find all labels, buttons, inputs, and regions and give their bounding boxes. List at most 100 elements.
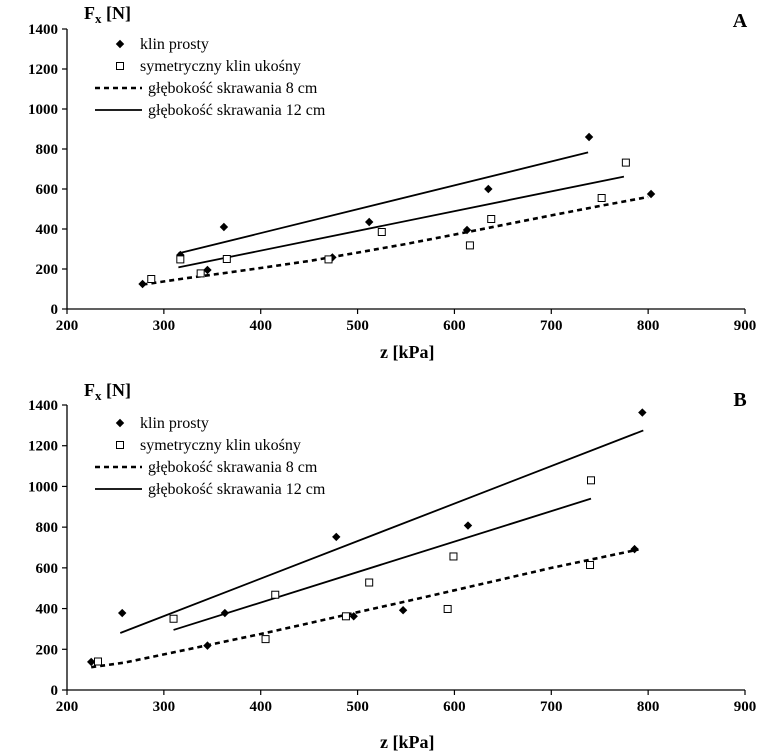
legend-symbol-diamond <box>115 418 125 428</box>
x-tick-label: 700 <box>540 318 563 334</box>
data-point-klin-prosty <box>630 544 639 554</box>
y-axis-title-main: F <box>84 380 95 400</box>
y-tick-label: 400 <box>36 602 59 618</box>
panel-label: B <box>733 389 746 411</box>
data-point-symetryczny-klin <box>222 255 231 263</box>
legend-label: głębokość skrawania 12 cm <box>148 481 326 498</box>
y-tick-label: 600 <box>36 561 59 577</box>
trendline-solid-0 <box>178 151 589 255</box>
y-tick-label: 1200 <box>28 439 58 455</box>
y-axis-title: Fx [N] <box>84 3 131 26</box>
legend: klin prosty symetryczny klin ukośny głębok… <box>95 415 326 498</box>
x-tick-label: 400 <box>249 318 272 334</box>
x-tick-label: 300 <box>153 318 176 334</box>
data-point-symetryczny-klin <box>271 590 280 599</box>
data-point-symetryczny-klin <box>176 255 185 264</box>
y-tick-label: 800 <box>36 520 59 536</box>
data-point-symetryczny-klin <box>341 612 350 621</box>
data-point-klin-prosty <box>349 612 358 621</box>
x-tick-label: 300 <box>153 699 176 715</box>
x-tick-label: 900 <box>734 699 757 715</box>
y-axis-title-main: F <box>84 3 95 23</box>
data-point-symetryczny-klin <box>365 578 374 587</box>
x-tick-label: 800 <box>637 699 660 715</box>
y-axis-title-unit: [N] <box>102 3 132 23</box>
data-point-symetryczny-klin <box>621 158 630 167</box>
y-axis-title: Fx [N] <box>84 380 131 403</box>
data-point-symetryczny-klin <box>93 657 102 666</box>
legend-label: głębokość skrawania 8 cm <box>148 459 318 476</box>
data-point-symetryczny-klin <box>443 604 452 613</box>
x-tick-label: 800 <box>637 318 660 334</box>
y-axis-title-sub: x <box>95 11 102 26</box>
data-point-klin-prosty <box>203 265 212 275</box>
data-point-symetryczny-klin <box>261 635 270 644</box>
data-point-klin-prosty <box>220 608 230 618</box>
y-tick-label: 1000 <box>28 479 58 495</box>
y-tick-label: 1200 <box>28 62 58 78</box>
trendline-solid-0 <box>119 429 644 634</box>
y-tick-label: 800 <box>36 142 59 158</box>
x-axis-title: z [kPa] <box>380 342 434 362</box>
legend-symbol-diamond <box>115 39 125 49</box>
legend-label: klin prosty <box>140 415 209 432</box>
data-point-klin-prosty <box>463 521 473 530</box>
legend-symbol-square <box>116 441 124 449</box>
data-point-klin-prosty <box>138 279 147 289</box>
data-point-symetryczny-klin <box>324 255 333 264</box>
data-point-klin-prosty <box>584 132 594 142</box>
y-axis-title-sub: x <box>95 388 102 403</box>
panel-label: A <box>733 10 748 32</box>
data-point-symetryczny-klin <box>597 194 606 202</box>
data-point-symetryczny-klin <box>377 228 386 236</box>
y-tick-label: 0 <box>51 683 59 699</box>
data-point-klin-prosty <box>638 408 647 417</box>
x-tick-label: 500 <box>346 318 369 334</box>
data-point-klin-prosty <box>398 606 408 615</box>
y-tick-label: 1400 <box>28 398 58 414</box>
data-point-symetryczny-klin <box>487 215 496 223</box>
trendline-solid-1 <box>173 497 592 631</box>
legend-label: głębokość skrawania 12 cm <box>148 102 326 119</box>
x-tick-label: 600 <box>443 699 466 715</box>
data-point-klin-prosty <box>484 184 493 194</box>
y-tick-label: 200 <box>36 262 59 278</box>
y-tick-label: 0 <box>51 302 59 318</box>
data-point-symetryczny-klin <box>465 241 474 250</box>
y-tick-label: 600 <box>36 182 59 198</box>
data-point-klin-prosty <box>364 217 374 227</box>
legend: klin prosty symetryczny klin ukośny głębok… <box>95 36 326 119</box>
data-point-symetryczny-klin <box>586 561 595 570</box>
x-tick-label: 900 <box>734 318 757 334</box>
trendline-dashed <box>142 195 649 286</box>
data-point-symetryczny-klin <box>586 476 595 485</box>
data-point-klin-prosty <box>203 641 212 650</box>
data-point-klin-prosty <box>118 608 127 618</box>
data-point-symetryczny-klin <box>169 614 178 623</box>
x-tick-label: 200 <box>56 699 79 715</box>
y-tick-label: 200 <box>36 642 59 658</box>
trendline-dashed <box>91 548 639 669</box>
data-point-klin-prosty <box>219 222 229 232</box>
data-point-klin-prosty <box>462 225 472 235</box>
x-tick-label: 500 <box>346 699 369 715</box>
data-point-symetryczny-klin <box>449 552 458 561</box>
legend-label: klin prosty <box>140 36 209 53</box>
y-tick-label: 400 <box>36 222 59 238</box>
x-tick-label: 600 <box>443 318 466 334</box>
x-tick-label: 400 <box>249 699 272 715</box>
y-tick-label: 1000 <box>28 102 58 118</box>
trendline-solid-1 <box>178 175 625 269</box>
legend-symbol-square <box>116 62 124 70</box>
x-tick-label: 200 <box>56 318 79 334</box>
data-point-klin-prosty <box>87 657 96 667</box>
data-point-klin-prosty <box>646 189 656 199</box>
legend-label: symetryczny klin ukośny <box>140 58 301 75</box>
legend-label: symetryczny klin ukośny <box>140 437 301 454</box>
data-point-klin-prosty <box>332 532 341 542</box>
legend-label: głębokość skrawania 8 cm <box>148 80 318 97</box>
data-point-symetryczny-klin <box>196 269 205 278</box>
